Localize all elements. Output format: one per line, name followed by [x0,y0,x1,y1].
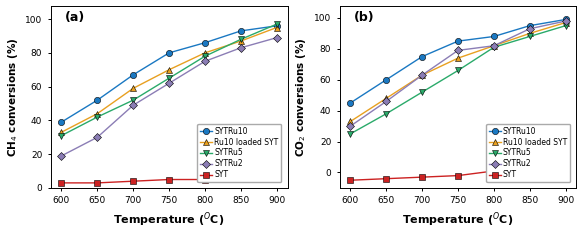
SYTRu2 [562,20,569,22]
Ru10 loaded SYT [166,68,173,71]
Ru10 loaded SYT [491,44,498,47]
Text: (b): (b) [354,11,374,24]
SYTRu5 [383,112,390,115]
SYTRu2 [166,82,173,85]
Text: (a): (a) [65,11,85,24]
Line: Ru10 loaded SYT: Ru10 loaded SYT [347,20,569,125]
SYT [526,163,533,166]
SYT [383,177,390,180]
Ru10 loaded SYT [347,120,354,123]
Line: SYTRu2: SYTRu2 [347,18,569,129]
SYT [237,175,244,178]
Line: SYTRu10: SYTRu10 [58,23,280,125]
SYTRu10 [418,55,425,58]
Line: Ru10 loaded SYT: Ru10 loaded SYT [58,24,280,135]
SYTRu5 [58,134,65,137]
Ru10 loaded SYT [130,87,137,90]
SYTRu5 [94,116,101,118]
SYTRu2 [130,104,137,107]
SYTRu2 [491,44,498,47]
X-axis label: Temperature ($^O$C): Temperature ($^O$C) [402,211,514,229]
SYTRu10 [455,40,462,43]
SYT [491,169,498,172]
SYT [166,178,173,181]
SYTRu10 [274,24,281,27]
SYTRu5 [418,91,425,94]
SYTRu2 [274,36,281,39]
SYTRu5 [562,24,569,27]
SYTRu2 [347,125,354,128]
Legend: SYTRu10, Ru10 loaded SYT, SYTRu5, SYTRu2, SYT: SYTRu10, Ru10 loaded SYT, SYTRu5, SYTRu2… [197,124,281,182]
SYTRu10 [526,24,533,27]
Line: SYTRu2: SYTRu2 [58,35,280,159]
Ru10 loaded SYT [526,32,533,35]
SYTRu10 [347,102,354,104]
SYT [58,181,65,184]
SYT [418,176,425,179]
SYTRu5 [491,46,498,49]
SYTRu2 [237,46,244,49]
SYTRu2 [58,154,65,157]
Ru10 loaded SYT [58,131,65,134]
SYTRu2 [383,100,390,103]
SYTRu5 [526,35,533,38]
Line: SYTRu10: SYTRu10 [347,16,569,106]
SYTRu10 [562,18,569,21]
Ru10 loaded SYT [201,51,208,54]
Ru10 loaded SYT [274,26,281,29]
Line: SYTRu5: SYTRu5 [347,23,569,137]
Y-axis label: CH$_4$ conversions (%): CH$_4$ conversions (%) [6,37,20,157]
SYTRu5 [130,99,137,102]
SYT [274,168,281,171]
Y-axis label: CO$_2$ conversions (%): CO$_2$ conversions (%) [294,37,308,157]
Line: SYT: SYT [347,148,569,183]
SYTRu10 [201,41,208,44]
SYTRu5 [455,69,462,72]
SYT [455,174,462,177]
SYT [347,179,354,182]
Legend: SYTRu10, Ru10 loaded SYT, SYTRu5, SYTRu2, SYT: SYTRu10, Ru10 loaded SYT, SYTRu5, SYTRu2… [486,124,570,182]
Ru10 loaded SYT [237,40,244,43]
SYT [201,178,208,181]
SYTRu10 [166,51,173,54]
SYTRu2 [526,27,533,30]
SYTRu10 [94,99,101,102]
Ru10 loaded SYT [455,57,462,59]
Ru10 loaded SYT [94,112,101,115]
Line: SYT: SYT [58,166,280,186]
SYTRu5 [347,133,354,135]
Line: SYTRu5: SYTRu5 [58,21,280,139]
Ru10 loaded SYT [418,74,425,77]
SYTRu5 [166,77,173,80]
SYTRu2 [94,136,101,139]
SYT [130,180,137,183]
Ru10 loaded SYT [383,97,390,100]
Ru10 loaded SYT [562,21,569,24]
SYTRu10 [130,73,137,76]
SYTRu10 [237,29,244,32]
SYTRu5 [274,23,281,26]
SYTRu2 [455,49,462,52]
SYTRu10 [383,78,390,81]
SYTRu2 [418,74,425,77]
SYTRu10 [58,121,65,124]
SYTRu10 [491,35,498,38]
X-axis label: Temperature ($^O$C): Temperature ($^O$C) [113,211,225,229]
SYTRu5 [237,38,244,41]
SYTRu5 [201,55,208,58]
SYTRu2 [201,60,208,63]
SYT [562,149,569,152]
SYT [94,181,101,184]
